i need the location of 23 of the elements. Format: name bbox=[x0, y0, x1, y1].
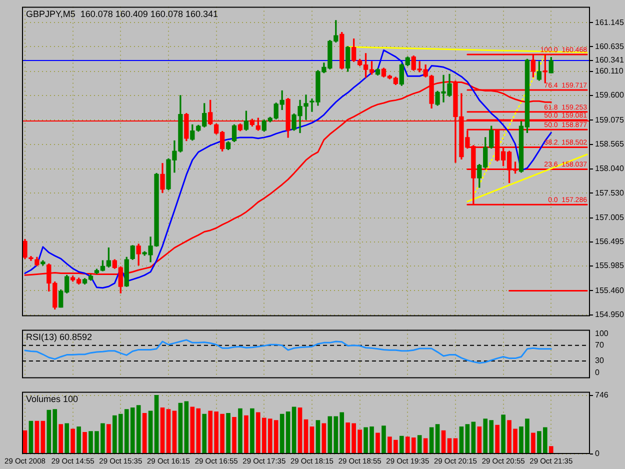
y-tick-label: 156.495 bbox=[595, 237, 624, 246]
y-tick-label: 161.145 bbox=[595, 18, 624, 27]
y-tick-label: 160.635 bbox=[595, 42, 624, 51]
y-tick-label: 157.005 bbox=[595, 213, 624, 222]
y-tick-label: 0 bbox=[595, 368, 600, 377]
y-tick-label: 746 bbox=[595, 390, 609, 400]
y-tick-label: 159.075 bbox=[595, 115, 624, 124]
y-tick-label: 155.460 bbox=[595, 286, 624, 295]
y-tick-label: 158.565 bbox=[595, 139, 624, 148]
chart-title: Volumes 100 bbox=[26, 394, 78, 404]
y-tick-label: 30 bbox=[595, 356, 604, 366]
y-tick-label: 158.040 bbox=[595, 164, 624, 174]
y-tick-label: 155.985 bbox=[595, 261, 624, 270]
y-tick-label: 159.600 bbox=[595, 90, 624, 100]
y-tick-label: 154.950 bbox=[595, 310, 624, 319]
y-tick-label: 160.341 bbox=[595, 56, 624, 65]
y-tick-label: 0 bbox=[595, 449, 600, 458]
chart-title: RSI(13) 60.8592 bbox=[26, 332, 92, 342]
y-tick-label: 160.110 bbox=[595, 66, 624, 76]
y-tick-label: 100 bbox=[595, 328, 609, 338]
y-tick-label: 70 bbox=[595, 340, 604, 350]
y-tick-label: 157.530 bbox=[595, 188, 624, 198]
chart-title: GBPJPY,M5 160.078 160.409 160.078 160.341 bbox=[26, 8, 218, 19]
